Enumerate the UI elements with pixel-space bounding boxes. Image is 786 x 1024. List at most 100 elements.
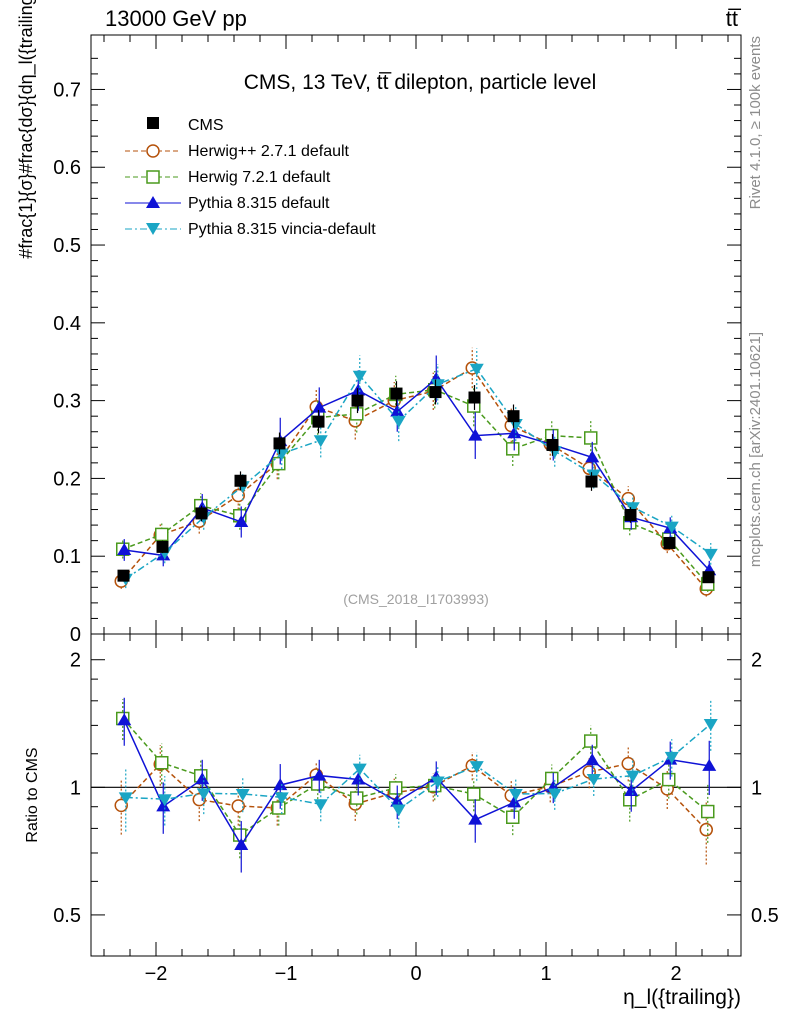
y-tick-label: 0.3 bbox=[53, 391, 81, 413]
legend-marker-herwig7 bbox=[146, 170, 160, 184]
data-marks bbox=[114, 347, 718, 873]
ratio-point bbox=[117, 713, 132, 726]
ratio-point bbox=[352, 763, 367, 776]
legend-marker-vincia bbox=[146, 223, 160, 235]
ratio-point bbox=[351, 772, 366, 785]
ratio-line-0 bbox=[120, 762, 707, 831]
data-point bbox=[468, 391, 481, 404]
ratio-point bbox=[312, 768, 327, 781]
ratio-point bbox=[506, 810, 520, 824]
series-point bbox=[585, 450, 600, 463]
series-point bbox=[703, 548, 718, 561]
data-point bbox=[507, 410, 520, 423]
ratio-point bbox=[547, 788, 562, 801]
x-axis-label: η_l({trailing}) bbox=[623, 986, 741, 1009]
ratio-point bbox=[586, 774, 601, 787]
ratio-point bbox=[624, 783, 639, 796]
series-point bbox=[469, 363, 484, 376]
ratio-point bbox=[701, 804, 715, 819]
data-point bbox=[273, 437, 286, 450]
ratio-point bbox=[235, 788, 250, 801]
ratio-point bbox=[467, 787, 481, 801]
data-point bbox=[390, 387, 403, 400]
data-point bbox=[156, 540, 169, 553]
data-point bbox=[624, 508, 637, 521]
data-point bbox=[546, 438, 559, 451]
ratio-tick-label-right: 1 bbox=[751, 777, 762, 799]
ratio-point bbox=[699, 822, 713, 837]
series-point bbox=[313, 435, 328, 448]
ratio-point bbox=[625, 770, 640, 783]
ratio-tick-label-right: 2 bbox=[751, 650, 762, 672]
data-point bbox=[351, 394, 364, 407]
legend-label-cms: CMS bbox=[188, 117, 224, 134]
series-point bbox=[468, 428, 483, 441]
ratio-point bbox=[155, 755, 169, 770]
ratio-point bbox=[585, 753, 600, 766]
ratio-point bbox=[702, 758, 717, 771]
axes-ticks: −2 −1 0 1 2 0 0.1 0.2 0.3 0.4 0.5 0.6 0.7 0.5 0.5 1 1 2 2 bbox=[53, 35, 779, 985]
ratio-point bbox=[391, 804, 406, 817]
data-point bbox=[585, 475, 598, 488]
ratio-point bbox=[469, 761, 484, 774]
x-tick-label: −2 bbox=[145, 963, 168, 985]
series-point bbox=[506, 442, 520, 456]
series-point bbox=[507, 426, 522, 439]
y-tick-label: 0.6 bbox=[53, 157, 81, 179]
y-tick-label: 0.5 bbox=[53, 235, 81, 257]
series-line-2 bbox=[124, 377, 710, 571]
series-point bbox=[155, 527, 169, 542]
series-point bbox=[351, 383, 366, 396]
ratio-point bbox=[664, 751, 679, 764]
ratio-point bbox=[195, 772, 210, 785]
series-point bbox=[391, 415, 406, 428]
legend-label-vincia: Pythia 8.315 vincia-default bbox=[188, 221, 376, 238]
x-tick-label: 1 bbox=[540, 963, 551, 985]
x-tick-label: 2 bbox=[670, 963, 681, 985]
data-point bbox=[702, 571, 715, 584]
ratio-point bbox=[156, 799, 171, 812]
ratio-point bbox=[389, 781, 403, 795]
ratio-point bbox=[584, 734, 598, 748]
y-tick-label: 0.2 bbox=[53, 468, 81, 490]
ratio-line-2 bbox=[123, 719, 710, 847]
series-line-1 bbox=[122, 388, 709, 585]
series-point bbox=[117, 542, 132, 555]
ratio-y-axis-label: Ratio to CMS bbox=[24, 747, 41, 842]
y-tick-label: 0.1 bbox=[53, 546, 81, 568]
ratio-point bbox=[231, 799, 245, 813]
ratio-tick-label: 1 bbox=[70, 777, 81, 799]
legend-marker-cms bbox=[147, 117, 159, 129]
series-line-0 bbox=[120, 366, 707, 590]
series-point bbox=[274, 448, 289, 461]
ratio-point bbox=[703, 718, 718, 731]
ratio-point bbox=[662, 772, 676, 787]
series-point bbox=[312, 400, 327, 413]
y-axis-label: #frac{1}{σ}#frac{dσ}{dη_l({trailing})} bbox=[16, 0, 37, 259]
ratio-point bbox=[114, 798, 128, 813]
data-point bbox=[117, 569, 130, 582]
ratio-tick-label: 2 bbox=[70, 650, 81, 672]
ratio-point bbox=[196, 788, 211, 801]
ratio-point bbox=[313, 799, 328, 812]
ratio-point bbox=[118, 792, 133, 805]
ratio-point bbox=[274, 792, 289, 805]
data-point bbox=[663, 536, 676, 549]
ratio-point bbox=[390, 794, 405, 807]
ratio-point bbox=[273, 778, 288, 791]
mcplots-label: mcplots.cern.ch [arXiv:2401.10621] bbox=[747, 332, 764, 567]
data-point bbox=[312, 415, 325, 428]
legend-marker-herwigpp bbox=[146, 144, 160, 158]
ratio-line-3 bbox=[125, 723, 712, 811]
legend-marker-pythia bbox=[146, 196, 160, 208]
legend-label-herwig7: Herwig 7.2.1 default bbox=[188, 169, 331, 186]
ratio-point bbox=[234, 838, 249, 851]
series-point bbox=[586, 469, 601, 482]
ratio-point bbox=[545, 771, 559, 786]
series-point bbox=[430, 379, 445, 392]
data-point bbox=[195, 507, 208, 520]
y-tick-label: 0 bbox=[70, 624, 81, 646]
series-point bbox=[625, 502, 640, 515]
ratio-point bbox=[157, 794, 172, 807]
x-tick-label: 0 bbox=[410, 963, 421, 985]
